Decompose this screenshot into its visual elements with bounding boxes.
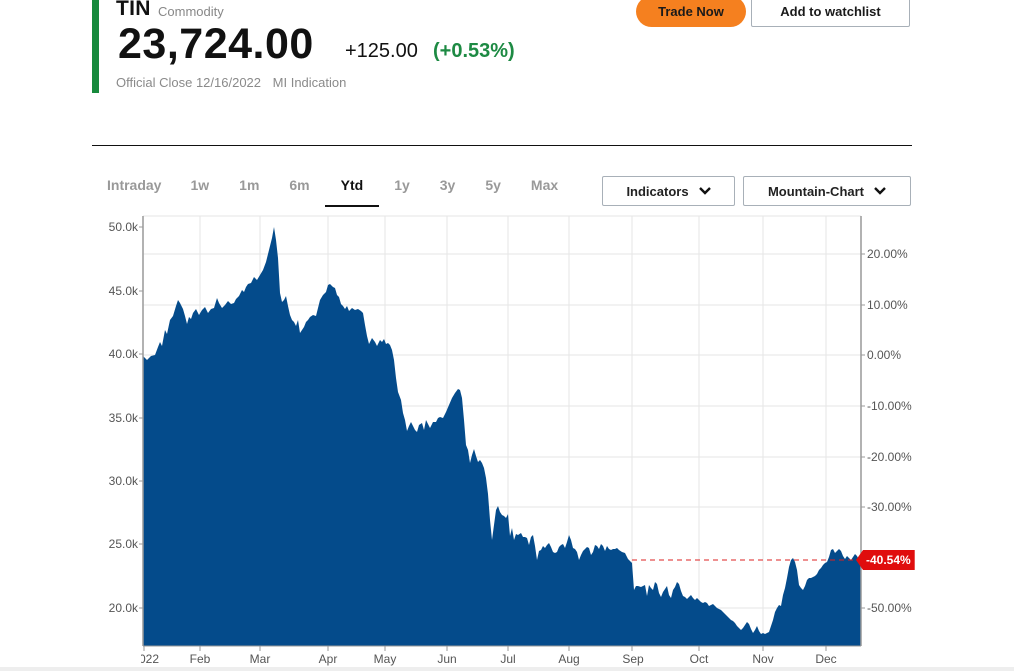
y-axis-label: 50.0k [108, 220, 138, 234]
tab-intraday[interactable]: Intraday [107, 177, 162, 193]
indication-label: MI Indication [272, 75, 347, 90]
indicators-dropdown[interactable]: Indicators [602, 176, 735, 206]
asset-type: Commodity [158, 4, 224, 19]
y-axis-right-label: -50.00% [867, 601, 912, 615]
y-axis-right-label: 20.00% [867, 247, 908, 261]
last-price: 23,724.00 [118, 20, 314, 68]
time-range-tabs: Intraday 1w 1m 6m Ytd 1y 3y 5y Max [92, 166, 573, 208]
tab-1w[interactable]: 1w [190, 177, 210, 193]
add-to-watchlist-button[interactable]: Add to watchlist [751, 0, 910, 27]
tab-5y[interactable]: 5y [485, 177, 501, 193]
x-axis-label: Mar [249, 652, 271, 666]
y-axis-label: 35.0k [108, 411, 138, 425]
price-change-percent: (+0.53%) [433, 40, 515, 62]
x-axis-label: Dec [815, 652, 837, 666]
ticker-symbol: TIN [116, 0, 151, 20]
chart-canvas[interactable] [0, 213, 1014, 671]
tab-1y[interactable]: 1y [394, 177, 410, 193]
tab-6m[interactable]: 6m [289, 177, 310, 193]
x-axis-label: Aug [558, 652, 580, 666]
chart-type-dropdown[interactable]: Mountain-Chart [743, 176, 911, 206]
y-axis-right-label: -20.00% [867, 450, 912, 464]
accent-bar [92, 0, 99, 93]
y-axis-label: 40.0k [108, 347, 138, 361]
y-axis-label: 30.0k [108, 474, 138, 488]
indicators-label: Indicators [626, 183, 689, 199]
chart-type-label: Mountain-Chart [767, 183, 865, 199]
chevron-down-icon [698, 187, 711, 195]
price-change: +125.00 [345, 40, 418, 62]
chevron-down-icon [874, 187, 886, 195]
y-axis-label: 20.0k [108, 601, 138, 615]
last-value-badge: -40.54% [856, 550, 915, 570]
tab-3y[interactable]: 3y [439, 177, 456, 193]
price-chart[interactable]: 50.0k 45.0k 40.0k 35.0k 30.0k 25.0k 20.0… [0, 213, 1014, 671]
page-footer-strip [0, 667, 1014, 671]
tab-max[interactable]: Max [530, 177, 559, 193]
header-divider [92, 145, 912, 146]
x-axis-label: Feb [189, 652, 211, 666]
x-axis-label: Nov [752, 652, 774, 666]
x-axis-label: Apr [318, 652, 338, 666]
price-area [143, 227, 861, 646]
y-axis-right-label: -30.00% [867, 500, 912, 514]
y-axis-label: 45.0k [108, 284, 138, 298]
y-axis-label: 25.0k [108, 537, 138, 551]
x-axis-label: May [373, 652, 397, 666]
x-axis-label: 2022 [141, 652, 159, 666]
y-axis-right-label: -10.00% [867, 399, 912, 413]
x-axis-label: Jul [500, 652, 516, 666]
tab-ytd[interactable]: Ytd [324, 166, 380, 207]
tab-1m[interactable]: 1m [239, 177, 260, 193]
x-axis-label: Sep [622, 652, 644, 666]
trade-now-button[interactable]: Trade Now [636, 0, 746, 27]
y-axis-right-label: 10.00% [867, 298, 908, 312]
close-date: Official Close 12/16/2022 [116, 75, 262, 90]
x-axis-label: Oct [689, 652, 709, 666]
y-axis-right-label: 0.00% [867, 348, 902, 362]
close-info: Official Close 12/16/2022 MI Indication [116, 75, 346, 90]
x-axis-label: Jun [437, 652, 457, 666]
